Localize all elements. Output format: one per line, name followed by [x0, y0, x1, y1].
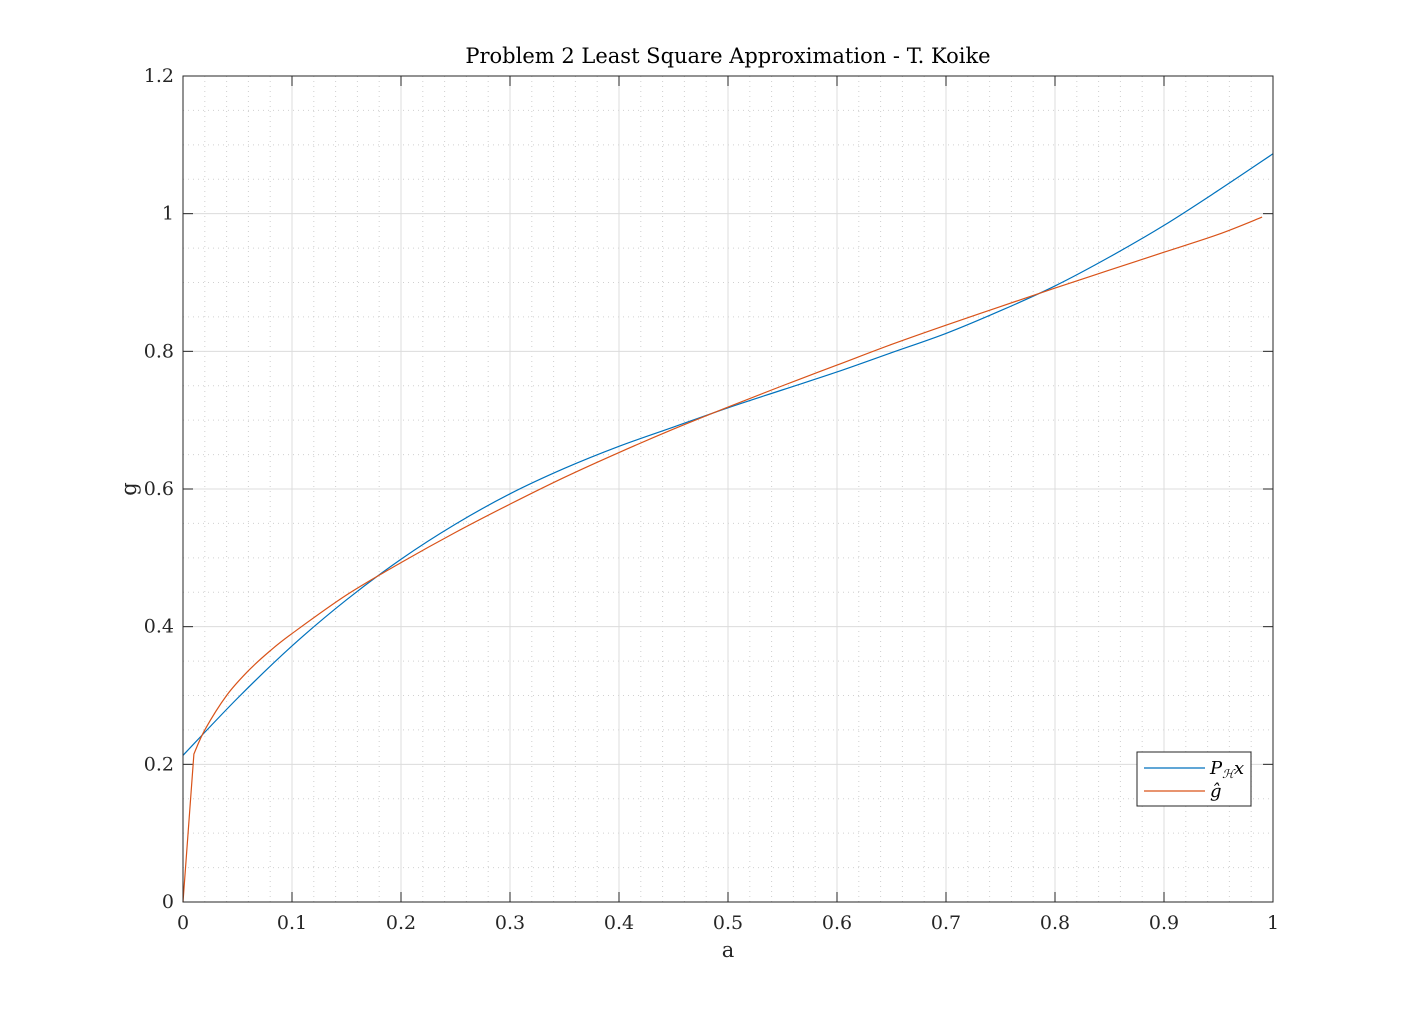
legend-box — [1136, 751, 1252, 807]
x-tick-label: 0.3 — [495, 912, 525, 934]
y-tick-label: 0.6 — [144, 478, 174, 500]
y-tick-label: 0.4 — [144, 616, 174, 638]
series-line-2 — [182, 216, 1263, 903]
y-tick-label: 0.8 — [144, 340, 174, 362]
x-tick-label: 0.6 — [822, 912, 852, 934]
y-tick-label: 1 — [162, 203, 174, 225]
x-tick-label: 0.9 — [1149, 912, 1179, 934]
x-axis-label: a — [722, 938, 735, 962]
x-tick-label: 0.4 — [604, 912, 634, 934]
y-tick-label: 1.2 — [144, 65, 174, 87]
legend-label-series-2: ĝ — [1210, 781, 1222, 802]
x-tick-label: 0.7 — [931, 912, 961, 934]
y-tick-label: 0.2 — [144, 753, 174, 775]
x-tick-labels: 0 0.1 0.2 0.3 0.4 0.5 0.6 0.7 0.8 0.9 1 — [177, 912, 1279, 934]
x-tick-label: 0.8 — [1040, 912, 1070, 934]
y-tick-label: 0 — [162, 891, 174, 913]
series-layer — [182, 153, 1274, 903]
chart-title: Problem 2 Least Square Approximation - T… — [465, 44, 990, 68]
x-tick-label: 0.2 — [386, 912, 416, 934]
x-tick-label: 0.1 — [277, 912, 307, 934]
y-axis-label: g — [117, 482, 141, 495]
x-tick-label: 1 — [1267, 912, 1279, 934]
legend: Pℋx ĝ — [1136, 751, 1252, 807]
x-tick-label: 0.5 — [713, 912, 743, 934]
axes-box — [182, 75, 1274, 903]
y-tick-labels: 0 0.2 0.4 0.6 0.8 1 1.2 — [144, 65, 174, 913]
legend-label-series-1: Pℋx — [1209, 758, 1244, 781]
x-tick-label: 0 — [177, 912, 189, 934]
